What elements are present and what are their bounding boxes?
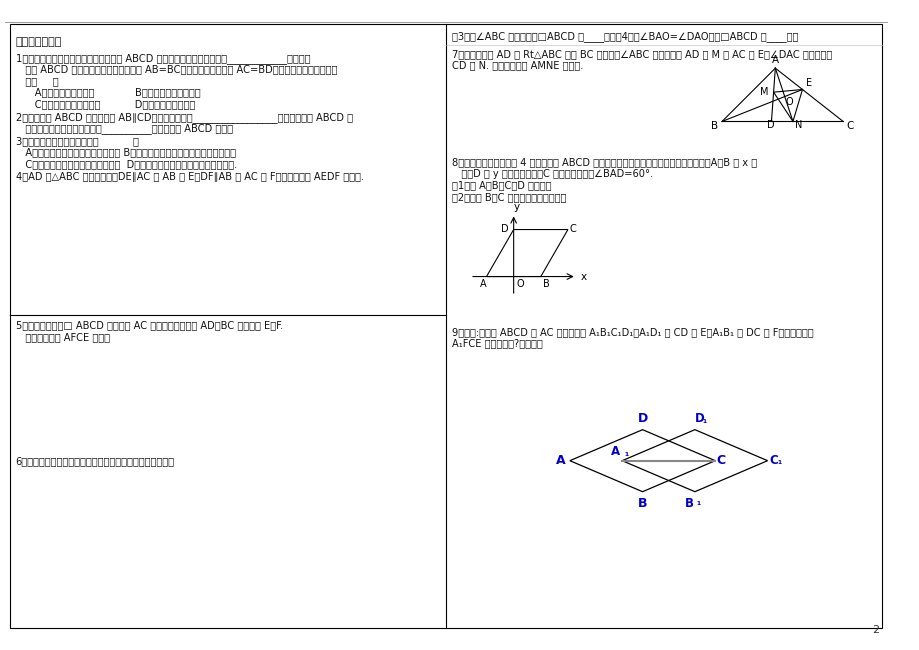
Text: ₁: ₁ [696,497,700,506]
Text: A: A [480,280,486,289]
Text: O: O [516,280,524,289]
Text: ₁: ₁ [702,415,706,425]
Text: ₁: ₁ [623,448,628,458]
Text: N: N [794,120,801,129]
Text: 是（     ）: 是（ ） [16,76,58,86]
Text: 边形 ABCD 是菱形。小明补充的条件是 AB=BC；小亮补充的条件是 AC=BD，你认为下列说法正确的: 边形 ABCD 是菱形。小明补充的条件是 AB=BC；小亮补充的条件是 AC=B… [16,64,336,74]
Text: （1）求 A、B、C、D 的坐标；: （1）求 A、B、C、D 的坐标； [451,181,550,190]
Text: （2）求过 B、C 两点的直线的解析式。: （2）求过 B、C 两点的直线的解析式。 [451,192,565,202]
Text: 3、下列命题中是真命题的是（           ）: 3、下列命题中是真命题的是（ ） [16,136,138,146]
Text: A: A [556,454,565,467]
Text: A: A [610,445,619,458]
Text: D: D [766,120,774,129]
Text: x: x [580,272,586,281]
Text: 6、求证：顺次连接矩形各边的中点所得到的四边形是菱形。: 6、求证：顺次连接矩形各边的中点所得到的四边形是菱形。 [16,456,175,466]
Text: C: C [845,120,853,131]
Text: D: D [501,224,508,233]
Text: 7、如图，已知 AD 是 Rt△ABC 斜边 BC 上的高，∠ABC 的平分线交 AD 于 M 交 AC 于 E，∠DAC 的平分线交: 7、如图，已知 AD 是 Rt△ABC 斜边 BC 上的高，∠ABC 的平分线交… [451,49,831,58]
Text: 为平行四边形。若再补充条件__________，则四边形 ABCD 为菱形: 为平行四边形。若再补充条件__________，则四边形 ABCD 为菱形 [16,124,233,135]
Text: 上，D 在 y 轴的正半轴上，C 在第一象限上，∠BAD=60°.: 上，D 在 y 轴的正半轴上，C 在第一象限上，∠BAD=60°. [451,169,652,179]
Text: 2: 2 [871,625,878,635]
Text: 5、已知：如图，□ ABCD 的对角线 AC 的垂直平分线与边 AD，BC 分别交于 E，F.: 5、已知：如图，□ ABCD 的对角线 AC 的垂直平分线与边 AD，BC 分别… [16,320,282,330]
Text: O: O [784,97,792,107]
Text: y: y [513,202,519,212]
Text: D: D [694,412,704,425]
Text: C、小明错误，小亮正确           D、小明、小亮都错误: C、小明错误，小亮正确 D、小明、小亮都错误 [16,99,195,109]
Text: 8、如图，将一张边长为 4 的菱形纸片 ABCD 固定在一个建立了平面直角坐标系的木板上，A，B 在 x 轴: 8、如图，将一张边长为 4 的菱形纸片 ABCD 固定在一个建立了平面直角坐标系… [451,157,756,167]
Text: A、小明、小亮都正确             B、小明正确，小亮错误: A、小明、小亮都正确 B、小明正确，小亮错误 [16,88,200,97]
Text: 1、小明和小亮在做一道习题，若四边形 ABCD 是平行四边形，请补充条件____________，使得四: 1、小明和小亮在做一道习题，若四边形 ABCD 是平行四边形，请补充条件____… [16,53,310,64]
Text: B: B [542,280,549,289]
Text: 四、自我检测：: 四、自我检测： [16,37,62,47]
Text: C: C [715,454,724,467]
Text: 求证：四边形 AFCE 是菱形: 求证：四边形 AFCE 是菱形 [16,332,109,342]
Text: B: B [710,120,718,131]
Text: B: B [684,497,693,510]
Text: E: E [805,77,811,88]
Text: （3）若∠ABC 是直角，则□ABCD 是____形；（4）若∠BAO=∠DAO，则□ABCD 是____形。: （3）若∠ABC 是直角，则□ABCD 是____形；（4）若∠BAO=∠DAO… [451,31,797,42]
Text: C: C [768,454,777,467]
Text: M: M [759,87,768,97]
Text: C: C [569,224,576,233]
Text: 4、AD 是△ABC 的角平分线，DE∥AC 交 AB 于 E，DF∥AB 交 AC 于 F，求证四边形 AEDF 是菱形.: 4、AD 是△ABC 的角平分线，DE∥AC 交 AB 于 E，DF∥AB 交 … [16,172,363,182]
Text: D: D [637,412,647,425]
Text: A．对角线互相平分的四边形是菱形 B．对角线互相平分且相等的四边形是菱形: A．对角线互相平分的四边形是菱形 B．对角线互相平分且相等的四边形是菱形 [16,148,235,158]
Text: C．对角线互相垂直的四边形是菱形  D．对角线互相垂直平分的四边形是菱形.: C．对角线互相垂直的四边形是菱形 D．对角线互相垂直平分的四边形是菱形. [16,159,236,169]
Text: CD 于 N. 证明：四边形 AMNE 是菱形.: CD 于 N. 证明：四边形 AMNE 是菱形. [451,60,583,70]
Text: 2、在四边形 ABCD 中，若已知 AB∥CD，则再增加条件_________________即可使四边形 ABCD 成: 2、在四边形 ABCD 中，若已知 AB∥CD，则再增加条件__________… [16,112,352,123]
Text: A₁FCE 是不是菱形?为什么？: A₁FCE 是不是菱形?为什么？ [451,339,542,348]
Text: 9、如图:将菱形 ABCD 沿 AC 方向平移至 A₁B₁C₁D₁，A₁D₁ 交 CD 于 E，A₁B₁ 交 DC 于 F，请问四边形: 9、如图:将菱形 ABCD 沿 AC 方向平移至 A₁B₁C₁D₁，A₁D₁ 交… [451,327,812,337]
Text: A: A [771,55,778,65]
Text: ₁: ₁ [777,456,780,465]
Text: B: B [637,497,647,510]
